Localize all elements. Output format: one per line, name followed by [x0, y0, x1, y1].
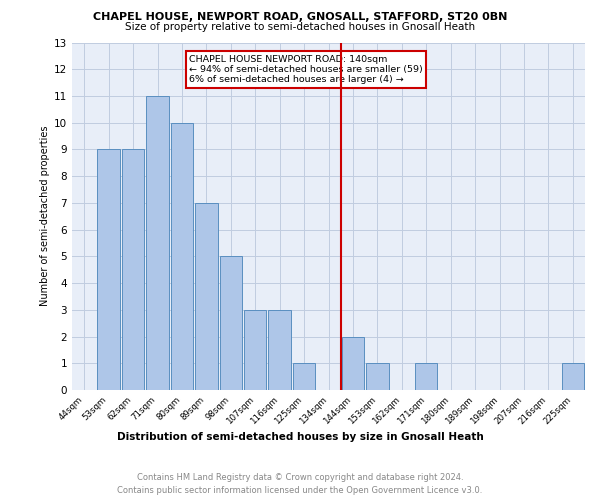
- Text: Contains HM Land Registry data © Crown copyright and database right 2024.: Contains HM Land Registry data © Crown c…: [137, 472, 463, 482]
- Text: Contains public sector information licensed under the Open Government Licence v3: Contains public sector information licen…: [118, 486, 482, 495]
- Text: CHAPEL HOUSE NEWPORT ROAD: 140sqm
← 94% of semi-detached houses are smaller (59): CHAPEL HOUSE NEWPORT ROAD: 140sqm ← 94% …: [189, 54, 423, 84]
- Bar: [220, 256, 242, 390]
- Bar: [268, 310, 291, 390]
- Text: CHAPEL HOUSE, NEWPORT ROAD, GNOSALL, STAFFORD, ST20 0BN: CHAPEL HOUSE, NEWPORT ROAD, GNOSALL, STA…: [93, 12, 507, 22]
- Bar: [195, 203, 218, 390]
- Bar: [562, 364, 584, 390]
- Bar: [122, 150, 145, 390]
- Bar: [366, 364, 389, 390]
- Bar: [97, 150, 120, 390]
- Bar: [146, 96, 169, 390]
- Bar: [293, 364, 316, 390]
- Text: Distribution of semi-detached houses by size in Gnosall Heath: Distribution of semi-detached houses by …: [116, 432, 484, 442]
- Bar: [415, 364, 437, 390]
- Text: Size of property relative to semi-detached houses in Gnosall Heath: Size of property relative to semi-detach…: [125, 22, 475, 32]
- Bar: [244, 310, 266, 390]
- Bar: [170, 122, 193, 390]
- Y-axis label: Number of semi-detached properties: Number of semi-detached properties: [40, 126, 50, 306]
- Bar: [341, 336, 364, 390]
